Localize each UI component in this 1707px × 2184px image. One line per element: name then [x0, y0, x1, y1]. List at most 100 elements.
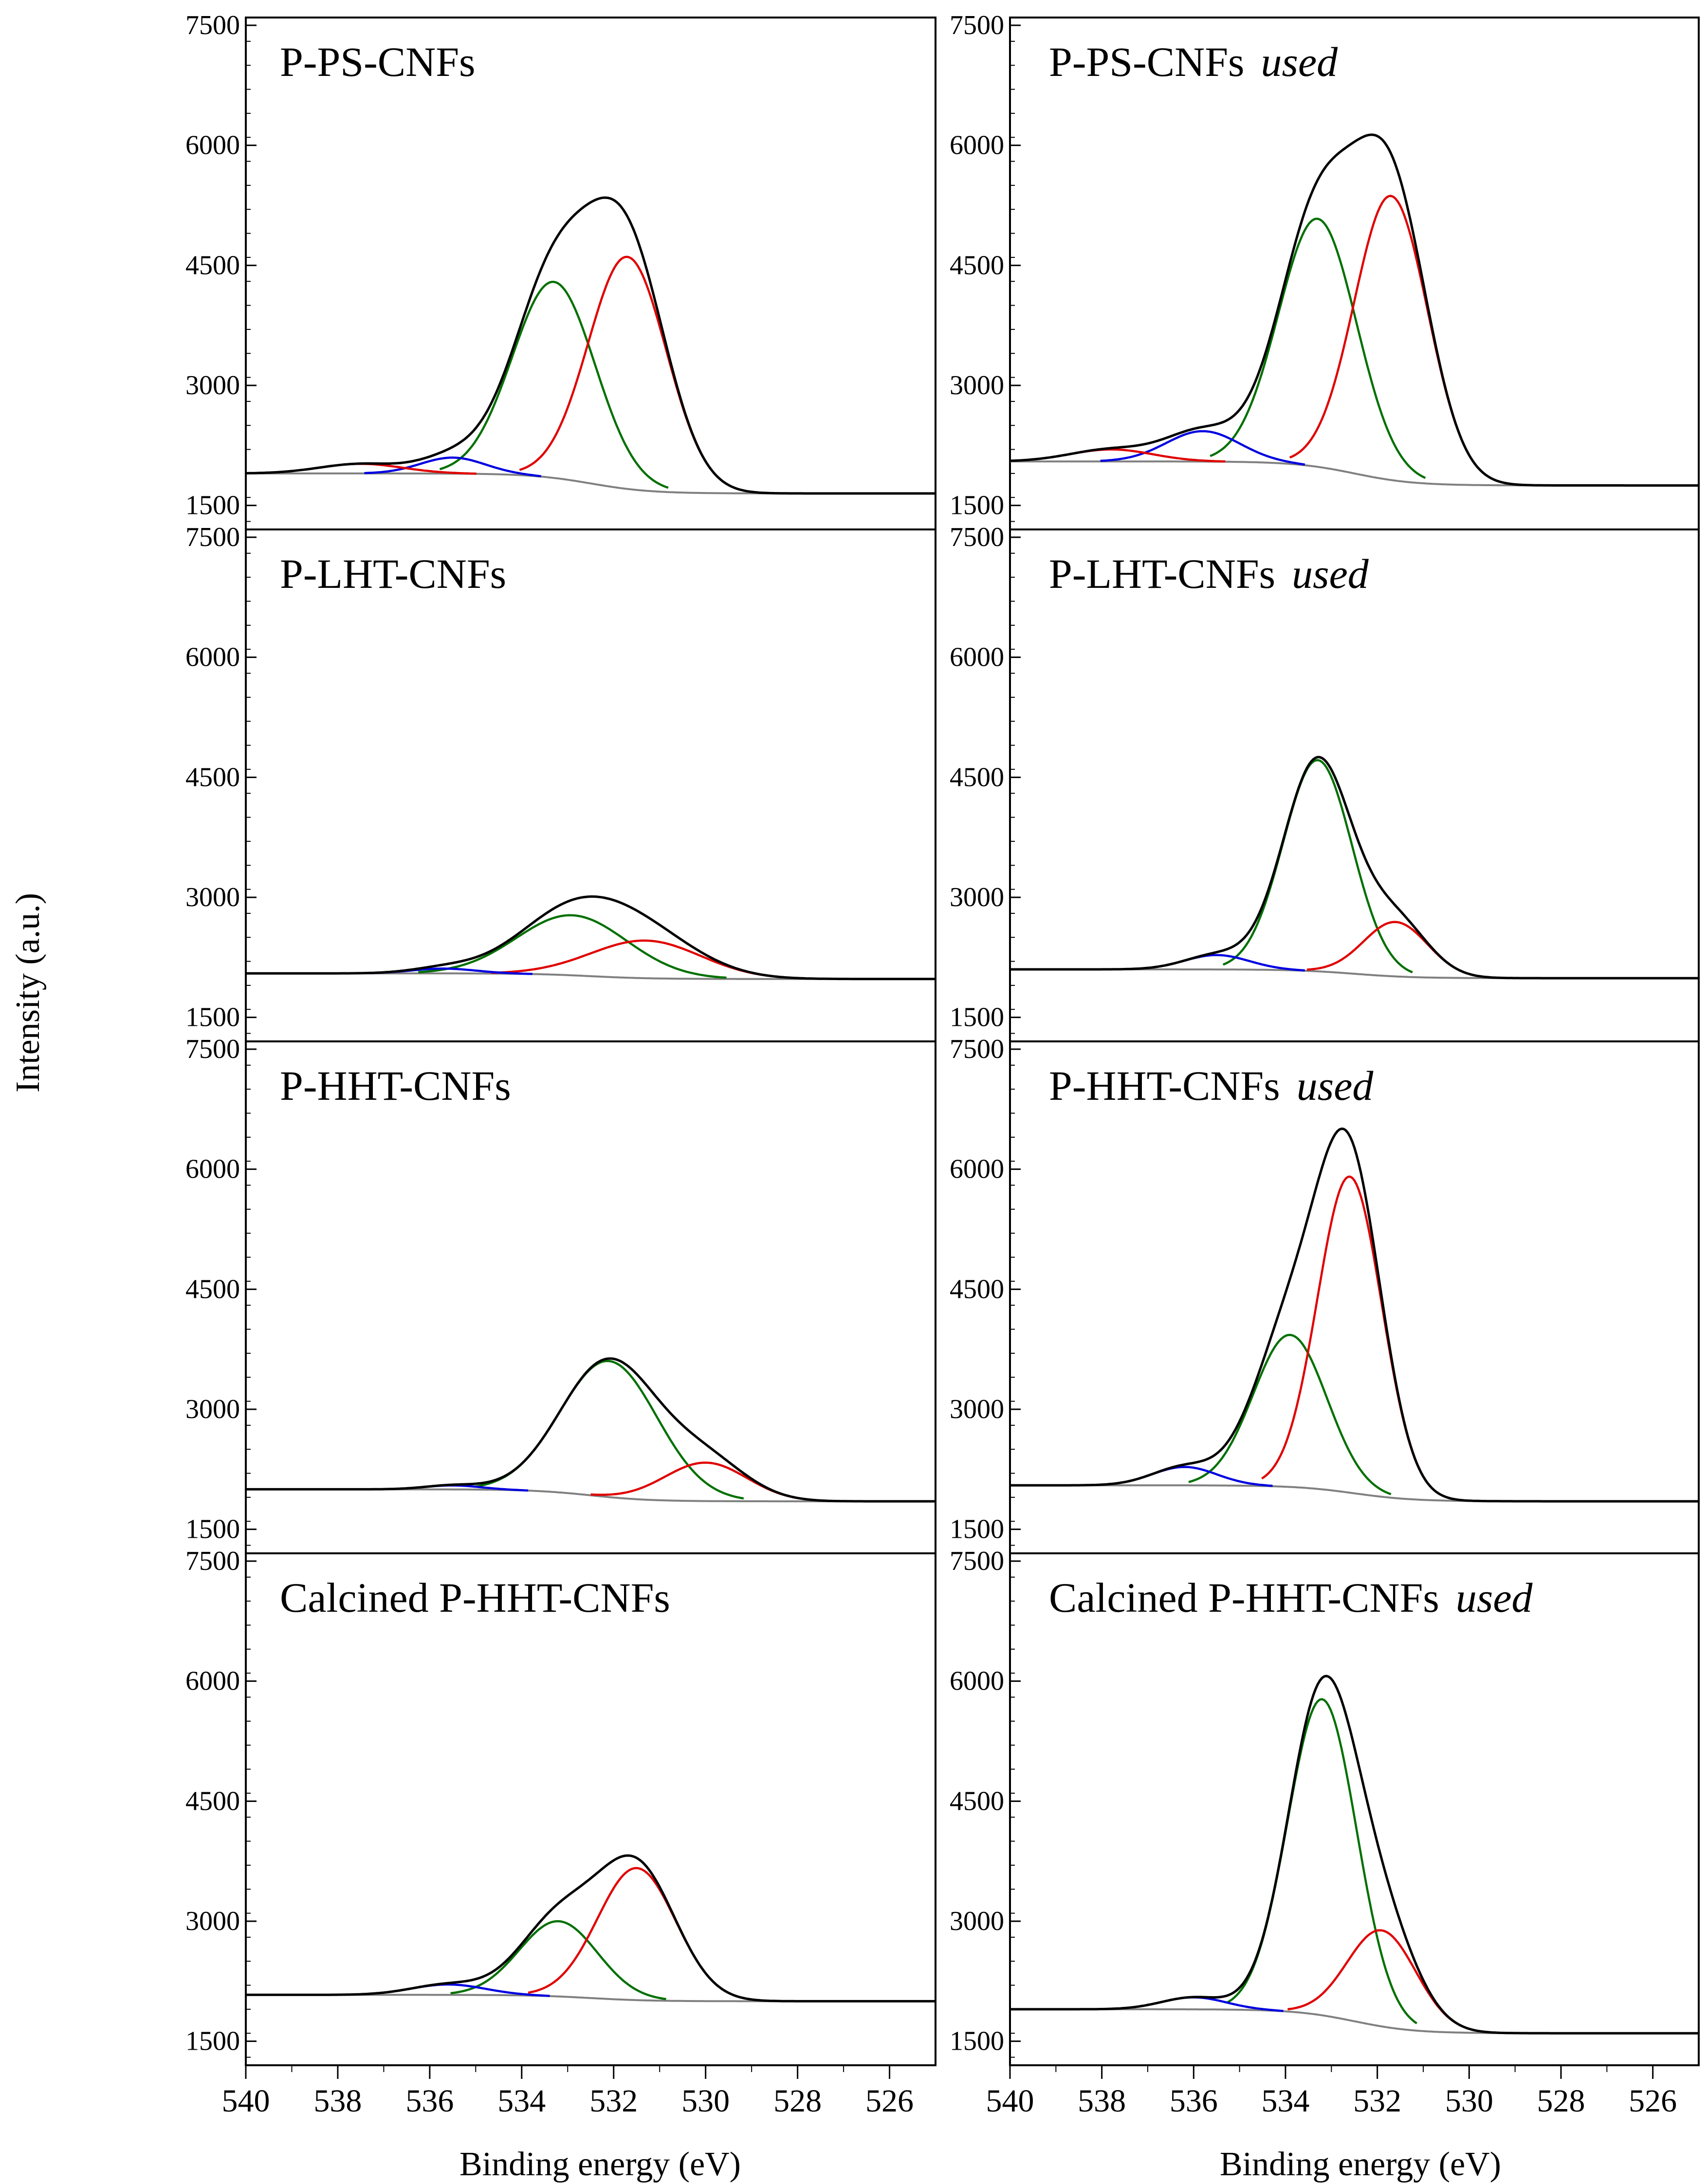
y-tick-label: 7500: [950, 1546, 1004, 1576]
panel-title: Calcined P-HHT-CNFs used: [1049, 1574, 1533, 1621]
panel-title-sample: P-PS-CNFs: [280, 38, 476, 85]
envelope-line: [1010, 1674, 1699, 2035]
y-tick-label: 3000: [185, 1394, 240, 1424]
panel: 1500 3000 4500 6000 7500 P-LHT-CNFs: [185, 522, 936, 1042]
x-tick-label: 530: [1445, 2083, 1493, 2119]
panel-title-used: used: [1297, 1062, 1374, 1109]
y-tick-label: 4500: [185, 1274, 240, 1304]
y-tick-label: 1500: [185, 2026, 240, 2057]
x-tick-label: 528: [773, 2083, 822, 2119]
x-tick-label: 530: [681, 2083, 730, 2119]
envelope-line: [1010, 1127, 1699, 1503]
y-tick-label: 7500: [185, 10, 240, 40]
y-tick-label: 3000: [950, 1394, 1004, 1424]
panel: 1500 3000 4500 6000 7500 P-LHT-CNFs used: [950, 522, 1700, 1042]
x-tick-label: 538: [1078, 2083, 1126, 2119]
panel: 1500 3000 4500 6000 7500 P-HHT-CNFs used: [950, 1034, 1700, 1554]
x-tick-label: 536: [1170, 2083, 1218, 2119]
x-tick-label: 538: [313, 2083, 362, 2119]
envelope-line: [245, 196, 936, 495]
x-tick-label: 528: [1537, 2083, 1585, 2119]
panel-frame: [1009, 1552, 1700, 2066]
panel-title: P-PS-CNFs: [280, 38, 476, 85]
panel-title: P-HHT-CNFs: [280, 1062, 511, 1109]
x-tick-label: 526: [1629, 2083, 1677, 2119]
envelope-line: [246, 1357, 936, 1503]
y-tick-label: 6000: [950, 642, 1004, 673]
y-tick-label: 4500: [950, 250, 1004, 280]
panel-title-sample: Calcined P-HHT-CNFs: [280, 1574, 670, 1621]
panel-title: Calcined P-HHT-CNFs: [280, 1574, 670, 1621]
y-tick-label: 3000: [185, 1906, 240, 1936]
panel-title: P-LHT-CNFs: [280, 550, 506, 597]
panel: 1500 3000 4500 6000 7500 P-HHT-CNFs: [185, 1034, 936, 1554]
y-tick-label: 1500: [950, 1514, 1004, 1545]
y-tick-label: 1500: [950, 2026, 1004, 2057]
panel: 1500 3000 4500 6000 7500 P-PS-CNFs used: [950, 10, 1700, 530]
y-tick-label: 3000: [950, 1906, 1004, 1936]
y-tick-label: 6000: [950, 130, 1004, 161]
y-tick-label: 6000: [185, 1666, 240, 1696]
y-tick-label: 4500: [185, 1786, 240, 1816]
y-tick-label: 1500: [950, 491, 1004, 521]
panel-title: P-HHT-CNFs used: [1049, 1062, 1374, 1109]
panel-title-sample: P-HHT-CNFs: [280, 1062, 511, 1109]
envelope-line: [246, 895, 936, 981]
y-tick-label: 4500: [950, 762, 1004, 792]
panel: 1500 3000 4500 6000 7500 540 538 536 534 532 530 52…: [185, 1546, 936, 2119]
component-peak: [1210, 218, 1426, 479]
y-tick-label: 3000: [185, 370, 240, 400]
y-tick-label: 6000: [950, 1154, 1004, 1184]
y-axis-title: Intensity (a.u.): [9, 893, 47, 1092]
x-tick-label: 526: [865, 2083, 914, 2119]
y-tick-label: 3000: [185, 882, 240, 912]
panel-title-used: used: [1261, 38, 1339, 85]
panel-title-sample: P-PS-CNFs: [1049, 38, 1245, 85]
y-tick-label: 7500: [185, 522, 240, 552]
x-tick-label: 532: [589, 2083, 638, 2119]
x-axis-title-left: Binding energy (eV): [459, 2146, 741, 2183]
panel-title: P-LHT-CNFs used: [1049, 550, 1369, 597]
y-tick-label: 7500: [185, 1546, 240, 1576]
component-peak: [439, 280, 669, 489]
y-tick-label: 6000: [185, 642, 240, 673]
x-tick-label: 540: [222, 2083, 270, 2119]
y-tick-label: 4500: [185, 250, 240, 280]
y-tick-label: 1500: [185, 1002, 240, 1033]
panel: 1500 3000 4500 6000 7500 540 538 536 534 532 530 52…: [950, 1546, 1700, 2119]
y-tick-label: 7500: [950, 10, 1004, 40]
y-tick-label: 6000: [185, 1154, 240, 1184]
y-tick-label: 3000: [950, 370, 1004, 400]
panel-title: P-PS-CNFs used: [1049, 38, 1338, 85]
y-tick-label: 3000: [950, 882, 1004, 912]
y-tick-label: 1500: [950, 1002, 1004, 1033]
component-peak: [1188, 1333, 1392, 1495]
x-tick-label: 532: [1353, 2083, 1401, 2119]
y-tick-label: 7500: [950, 1034, 1004, 1064]
panel-title-sample: P-LHT-CNFs: [1049, 550, 1275, 597]
component-peak: [418, 914, 727, 979]
x-tick-label: 534: [1262, 2083, 1310, 2119]
y-tick-label: 6000: [950, 1666, 1004, 1696]
x-tick-label: 534: [497, 2083, 546, 2119]
x-tick-label: 536: [405, 2083, 454, 2119]
envelope-line: [1010, 133, 1699, 487]
panel: 1500 3000 4500 6000 7500 P-PS-CNFs: [185, 10, 936, 530]
x-axis-title-right: Binding energy (eV): [1220, 2146, 1501, 2183]
panel-title-sample: P-LHT-CNFs: [280, 550, 506, 597]
y-tick-label: 7500: [950, 522, 1004, 552]
panel-title-sample: P-HHT-CNFs: [1049, 1062, 1280, 1109]
panel-frame: [245, 1552, 936, 2066]
envelope-line: [246, 1854, 936, 2002]
component-peak: [450, 1920, 666, 2001]
envelope-line: [1010, 756, 1699, 980]
y-tick-label: 7500: [185, 1034, 240, 1064]
x-tick-label: 540: [986, 2083, 1034, 2119]
panel-title-used: used: [1456, 1574, 1533, 1621]
y-tick-label: 4500: [185, 762, 240, 792]
panel-grid: 1500 3000 4500 6000 7500 P-PS-CNFs 1500 3000 450…: [185, 10, 1700, 2119]
y-tick-label: 6000: [185, 130, 240, 161]
y-tick-label: 1500: [185, 1514, 240, 1545]
y-tick-label: 4500: [950, 1786, 1004, 1816]
